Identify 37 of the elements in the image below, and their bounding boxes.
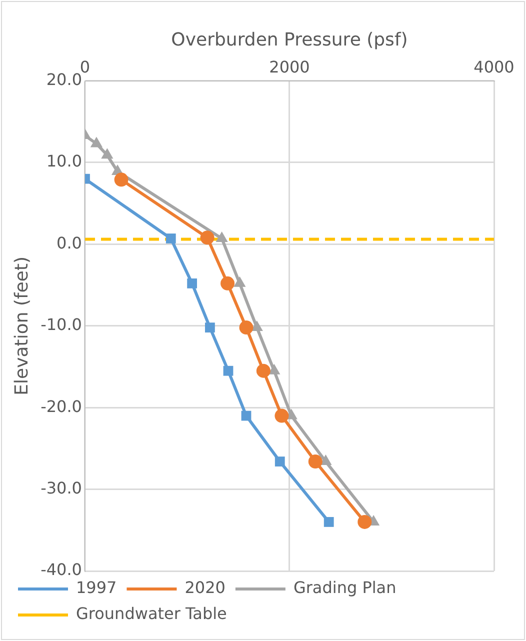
point bbox=[101, 148, 114, 159]
x-tick-label: 4000 bbox=[474, 57, 514, 76]
legend-label: 2020 bbox=[184, 578, 226, 598]
point bbox=[166, 234, 176, 244]
y-tick-label: -20.0 bbox=[40, 396, 82, 416]
point bbox=[250, 320, 263, 332]
point bbox=[234, 276, 246, 287]
legend-label: Grading Plan bbox=[293, 578, 396, 598]
point bbox=[220, 276, 235, 290]
point bbox=[274, 408, 289, 423]
point bbox=[239, 320, 254, 335]
point bbox=[324, 517, 334, 527]
point bbox=[90, 136, 103, 148]
point bbox=[223, 366, 234, 376]
point bbox=[358, 514, 372, 529]
point bbox=[216, 231, 228, 242]
y-tick-label: 0.0 bbox=[56, 233, 82, 252]
point bbox=[256, 364, 270, 378]
x-axis-title: Overburden Pressure (psf) bbox=[171, 29, 408, 50]
y-tick-label: -10.0 bbox=[40, 315, 82, 334]
point bbox=[114, 172, 128, 187]
y-axis-title: Elevation (feet) bbox=[11, 256, 32, 396]
point bbox=[187, 278, 198, 288]
legend-label: 1997 bbox=[76, 578, 117, 598]
point bbox=[241, 410, 252, 421]
y-tick-label: -30.0 bbox=[40, 478, 82, 498]
x-tick-label: 2000 bbox=[269, 57, 310, 76]
point bbox=[268, 364, 280, 374]
point bbox=[205, 322, 215, 332]
legend-label: Groundwater Table bbox=[76, 604, 227, 624]
y-tick-label: 10.0 bbox=[46, 152, 82, 171]
y-tick-label: -40.0 bbox=[40, 560, 82, 580]
point bbox=[200, 230, 214, 245]
x-tick-label: 0 bbox=[80, 57, 90, 76]
y-tick-label: 20.0 bbox=[46, 70, 82, 89]
point bbox=[308, 454, 322, 469]
point bbox=[274, 456, 285, 466]
